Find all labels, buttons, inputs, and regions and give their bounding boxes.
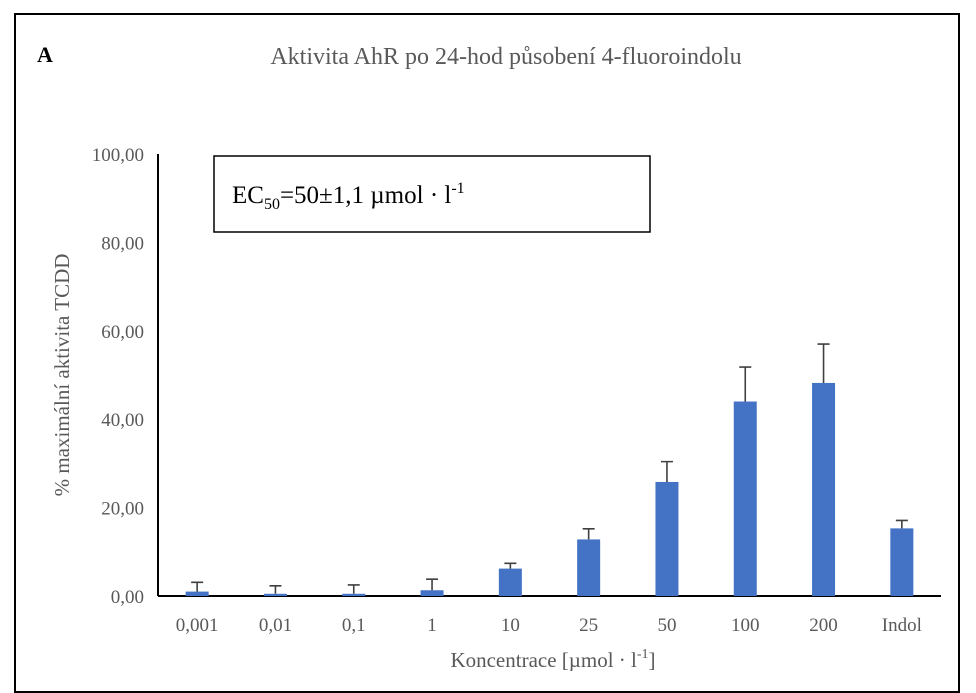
- error-bar: [895, 519, 908, 529]
- x-tick-label: 200: [809, 615, 838, 636]
- y-ticks: 0,00 20,00 40,00 60,00 80,00 100,00: [92, 145, 144, 608]
- ec50-superscript: -1: [451, 180, 464, 197]
- error-bar: [739, 366, 752, 402]
- chart-title: Aktivita AhR po 24-hod působení 4-fluoro…: [270, 44, 741, 70]
- bar: [733, 401, 757, 596]
- x-axis-title: Koncentrace [µmol · l-1]: [450, 647, 655, 671]
- bar: [342, 593, 366, 596]
- error-bar: [817, 343, 830, 383]
- ec50-value: =50±1,1 µmol · l: [280, 182, 451, 209]
- x-axis-title-end: ]: [649, 648, 656, 671]
- bar: [420, 590, 444, 596]
- error-bar: [426, 578, 439, 591]
- error-bar: [269, 585, 282, 594]
- y-tick-label: 40,00: [101, 410, 144, 431]
- y-tick-label: 80,00: [101, 233, 144, 254]
- error-bars: [191, 343, 908, 594]
- error-bar: [582, 528, 595, 540]
- x-tick-label: 0,001: [176, 615, 219, 636]
- bar: [185, 591, 209, 596]
- ec50-subscript: 50: [264, 196, 280, 213]
- bar-chart: A Aktivita AhR po 24-hod působení 4-fluo…: [37, 42, 941, 671]
- bar: [812, 382, 836, 596]
- y-tick-label: 100,00: [92, 145, 144, 166]
- x-axis-title-sup: -1: [637, 647, 649, 662]
- bar: [263, 593, 287, 596]
- x-tick-label: 1: [427, 615, 437, 636]
- x-tick-label: 10: [501, 615, 520, 636]
- error-bar: [191, 581, 204, 592]
- x-ticks: 0,001 0,01 0,1 1 10 25 50 100 200 Indol: [176, 615, 922, 636]
- x-tick-label: 50: [657, 615, 676, 636]
- ec50-annotation-text: EC50=50±1,1 µmol · l-1: [232, 180, 465, 213]
- x-tick-label: 0,1: [342, 615, 366, 636]
- figure-frame: [14, 13, 960, 693]
- x-tick-label: Indol: [882, 615, 922, 636]
- ec50-prefix: EC: [232, 182, 264, 209]
- bar: [577, 539, 601, 596]
- panel-label: A: [37, 42, 53, 67]
- ec50-annotation-box: [213, 155, 651, 233]
- x-axis-title-main: Koncentrace [µmol · l: [450, 648, 637, 671]
- bar: [890, 528, 914, 596]
- x-tick-label: 0,01: [259, 615, 292, 636]
- x-tick-label: 100: [731, 615, 760, 636]
- x-tick-label: 25: [579, 615, 598, 636]
- error-bar: [347, 584, 360, 594]
- bars: [185, 382, 914, 596]
- bar: [655, 481, 679, 596]
- error-bar: [504, 562, 517, 569]
- y-axis-title: % maximální aktivita TCDD: [50, 254, 74, 497]
- y-tick-label: 60,00: [101, 322, 144, 343]
- error-bar: [660, 460, 673, 482]
- y-tick-label: 0,00: [111, 587, 144, 608]
- bar: [498, 568, 522, 596]
- y-tick-label: 20,00: [101, 499, 144, 520]
